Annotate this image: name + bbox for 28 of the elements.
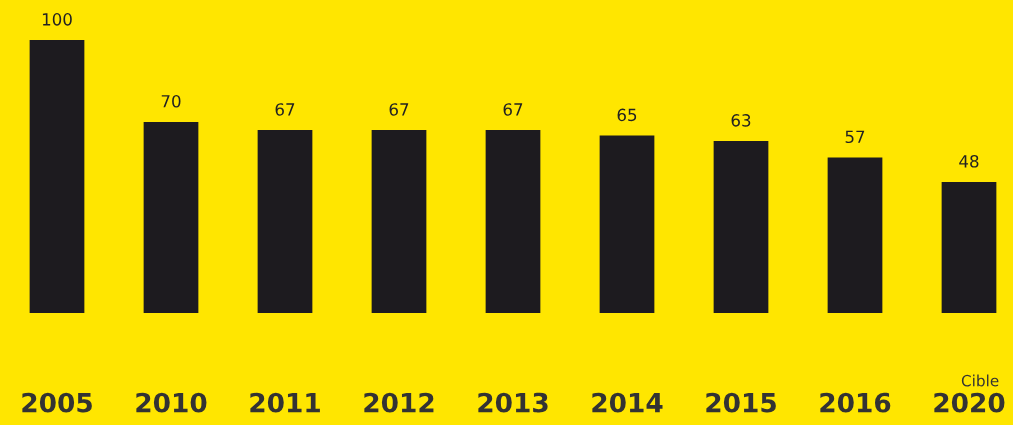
data-label: 63 — [731, 114, 751, 127]
data-label: 57 — [845, 130, 865, 144]
x-tick-label: 2015 — [706, 392, 776, 413]
data-label: 100 — [42, 13, 72, 26]
data-label: 48 — [959, 155, 979, 168]
data-label: 67 — [503, 103, 523, 116]
bar — [371, 130, 427, 313]
data-label: 65 — [617, 108, 637, 122]
data-label: 67 — [389, 103, 409, 116]
x-tick-label: 2020 — [934, 392, 1005, 413]
bar — [941, 181, 997, 313]
bar — [257, 130, 313, 313]
x-tick-label: 2005 — [22, 392, 92, 413]
x-tick-label: 2011 — [250, 392, 320, 413]
bar — [29, 40, 85, 313]
x-tick-label: 2014 — [592, 392, 663, 413]
x-tick-label: 2016 — [820, 392, 891, 413]
bar — [827, 157, 883, 313]
data-label: 70 — [161, 94, 181, 108]
bar — [599, 135, 655, 313]
x-tick-label: 2012 — [364, 392, 434, 413]
x-tick-label: 2013 — [478, 392, 548, 413]
text: Cible — [961, 374, 999, 387]
bar — [713, 141, 769, 313]
bar — [143, 121, 199, 313]
x-tick-label: 2010 — [136, 392, 207, 413]
data-label: 67 — [275, 103, 295, 116]
bar — [485, 130, 541, 313]
